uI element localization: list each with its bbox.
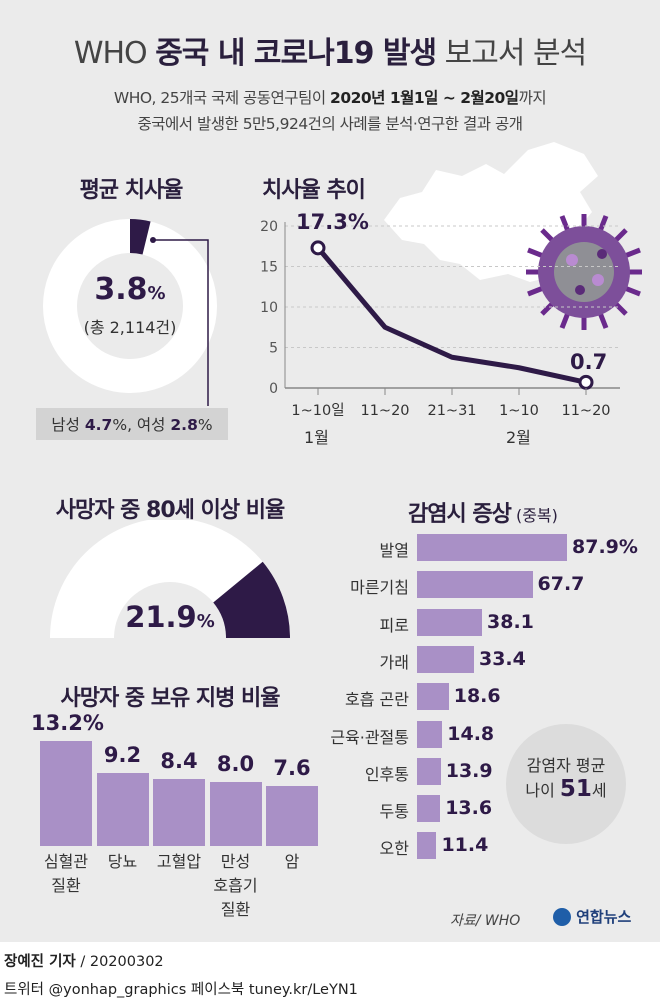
fatality-unit: %: [147, 283, 166, 304]
female-label: 여성: [136, 416, 166, 434]
source-note: 자료/ WHO: [450, 913, 521, 929]
leader-line: [153, 239, 209, 406]
elderly-gauge: [50, 520, 290, 638]
elderly-unit: %: [196, 611, 215, 632]
month-label-jan: 1월: [304, 428, 329, 447]
virus-dot: [597, 249, 607, 259]
month-label-feb: 2월: [506, 428, 531, 447]
trend-title: 치사율 추이: [262, 178, 366, 203]
subtitle-line-2: 중국에서 발생한 5만5,924건의 사례를 분석·연구한 결과 공개: [137, 115, 523, 133]
x-tick-label: 11~20: [561, 403, 610, 419]
elderly-title: 사망자 중 80세 이상 비율: [55, 498, 285, 523]
subtitle-part: 까지: [518, 89, 547, 107]
average-age-circle: [506, 724, 626, 844]
logo-text: 연합뉴스: [576, 908, 632, 926]
fatality-number: 3.8: [94, 272, 148, 307]
trend-point: [578, 374, 594, 390]
trend-line-chart: 0 5 10 15 20 1~10일 11~20 21~31 1~10 11~20: [260, 219, 620, 419]
virus-dot: [566, 254, 578, 266]
x-tick-label: 1~10: [499, 403, 539, 419]
china-map-shape: [384, 142, 598, 282]
subtitle-date-range: 2020년 1월1일 ~ 2월20일: [330, 89, 519, 107]
trend-first-label: 17.3%: [296, 210, 369, 234]
fatality-title: 평균 치사율: [79, 178, 184, 203]
elderly-value: 21.9%: [90, 600, 250, 634]
age-prefix: 나이: [525, 781, 555, 800]
average-age-line2: 나이 51세: [506, 776, 626, 802]
social-links: 트위터 @yonhap_graphics 페이스북 tuney.kr/LeYN1: [4, 982, 358, 998]
china-map-icon: [384, 142, 598, 282]
gender-fatality-box: [36, 408, 228, 440]
trend-last-label: 0.7: [570, 350, 608, 374]
age-value: 51: [559, 776, 592, 802]
fatality-value: 3.8%: [30, 272, 230, 307]
subtitle-line-1: WHO, 25개국 국제 공동연구팀이 2020년 1월1일 ~ 2월20일까지: [0, 86, 660, 108]
gauge-slice: [213, 561, 290, 638]
male-label: 남성: [51, 416, 80, 434]
comorbidity-title: 사망자 중 보유 지병 비율: [60, 686, 280, 711]
fatality-leader-line: [150, 237, 209, 406]
elderly-number: 21.9: [125, 600, 197, 634]
reporter-name: 장예진 기자: [4, 954, 76, 970]
subtitle-part: WHO, 25개국 국제 공동연구팀이: [113, 89, 326, 107]
gender-fatality-text: 남성 4.7%, 여성 2.8%: [51, 416, 213, 434]
donut-slice: [130, 219, 151, 255]
virus-dot: [575, 285, 585, 295]
y-tick-label: 10: [260, 300, 278, 316]
byline: 장예진 기자 / 20200302: [4, 950, 164, 971]
fatality-total: (총 2,114건): [83, 318, 177, 337]
symptoms-title: 감염시 증상: [408, 502, 512, 527]
y-tick-label: 0: [269, 381, 278, 397]
y-tick-label: 5: [269, 341, 278, 357]
symptoms-title-note: (중복): [515, 506, 558, 525]
female-value: 2.8: [170, 416, 198, 434]
publish-date: / 20200302: [75, 954, 164, 970]
male-value: 4.7: [84, 416, 113, 434]
trend-line: [316, 246, 587, 385]
x-tick-label: 11~20: [360, 403, 409, 419]
pct-sign: %: [197, 416, 213, 434]
x-tick-label: 1~10일: [291, 402, 344, 419]
y-tick-label: 15: [260, 260, 278, 276]
age-unit: 세: [591, 781, 607, 800]
title-suffix: 보고서 분석: [444, 36, 588, 71]
trend-point: [310, 240, 326, 256]
symptoms-title-wrap: 감염시 증상 (중복): [408, 496, 558, 528]
title-prefix: WHO: [73, 36, 148, 71]
fatality-donut: [43, 219, 217, 393]
virus-icon: [526, 214, 642, 330]
average-age-line1: 감염자 평균: [526, 756, 606, 775]
virus-dot: [592, 274, 604, 286]
x-tick-label: 21~31: [427, 403, 476, 419]
y-tick-label: 20: [260, 219, 278, 235]
pct-sign: %: [112, 416, 128, 434]
logo: 연합뉴스: [553, 906, 631, 927]
page-title: WHO 중국 내 코로나19 발생 보고서 분석: [0, 28, 660, 72]
title-bold: 중국 내 코로나19 발생: [155, 36, 437, 71]
logo-icon: [553, 907, 571, 926]
